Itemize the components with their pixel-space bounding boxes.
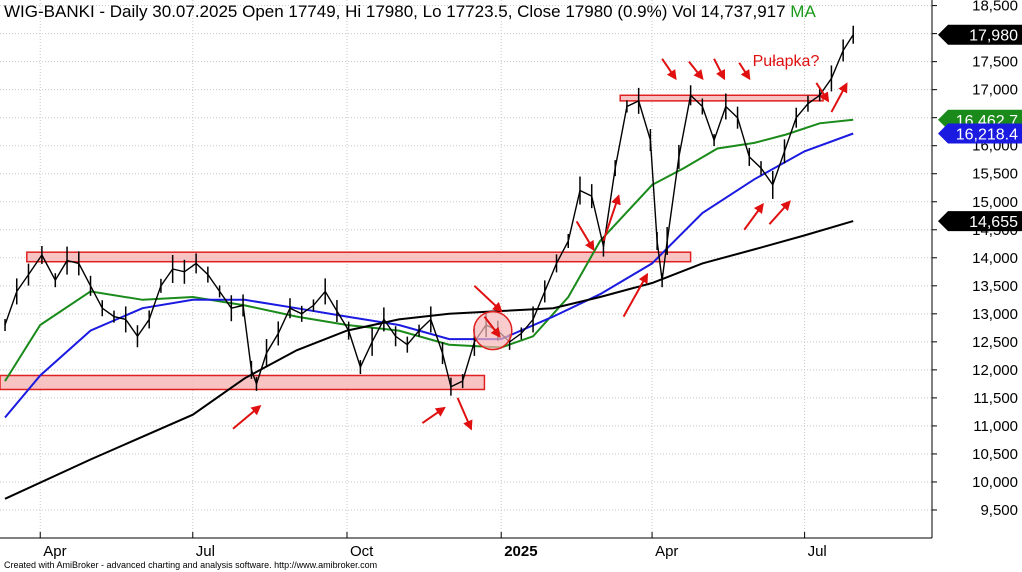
y-tick-label: 15,000 — [972, 194, 1018, 211]
x-tick-label: Apr — [655, 543, 678, 560]
y-tick-label: 10,000 — [972, 474, 1018, 491]
value-tag — [938, 211, 1022, 232]
annotation-arrow — [575, 220, 595, 252]
x-tick-label: Jul — [808, 543, 827, 560]
value-tag-label: 17,980 — [969, 28, 1018, 45]
annotation-arrow — [768, 200, 791, 225]
x-tick-label: 2025 — [504, 543, 537, 560]
value-tag-label: 14,655 — [969, 214, 1018, 231]
y-tick-label: 15,500 — [972, 166, 1018, 183]
value-tag — [938, 123, 1022, 144]
y-tick-label: 10,500 — [972, 446, 1018, 463]
annotation-arrow — [456, 397, 473, 431]
x-tick-label: Jul — [196, 543, 215, 560]
annotation-arrow — [622, 272, 649, 318]
y-tick-label: 12,500 — [972, 334, 1018, 351]
y-tick-label: 11,500 — [973, 390, 1018, 407]
annotation-arrow — [232, 405, 262, 430]
price-line — [4, 34, 854, 388]
x-tick-label: Oct — [350, 543, 374, 560]
y-tick-label: 13,500 — [972, 278, 1018, 295]
annotation-arrow — [713, 58, 726, 81]
annotation-arrow — [743, 202, 764, 231]
annotation-label: Pułapka? — [753, 53, 820, 70]
support-zone — [619, 94, 824, 102]
annotation-arrow — [473, 285, 503, 313]
annotation-arrow — [421, 406, 446, 424]
annotation-arrow — [815, 82, 830, 103]
footer-credit: Created with AmiBroker - advanced charti… — [4, 560, 378, 570]
y-tick-label: 13,000 — [972, 306, 1018, 323]
chart-header: WIG-BANKI - Daily 30.07.2025 Open 17749,… — [4, 2, 816, 22]
annotation-arrow — [602, 194, 621, 242]
support-zone — [0, 374, 486, 391]
y-tick-label: 14,000 — [972, 250, 1018, 267]
value-tag-label: 16,218.4 — [956, 126, 1018, 143]
x-tick-label: Apr — [43, 543, 66, 560]
chart-title: WIG-BANKI - Daily 30.07.2025 Open 17749,… — [4, 2, 786, 21]
annotation-arrow — [688, 61, 704, 81]
annotation-arrow — [483, 316, 501, 338]
y-tick-label: 11,000 — [973, 418, 1018, 435]
y-tick-label: 12,000 — [972, 362, 1018, 379]
annotation-arrow — [830, 82, 848, 113]
ma-mid-line — [4, 132, 854, 419]
annotation-arrow — [738, 62, 751, 81]
support-zone — [26, 251, 692, 263]
ma-long-line — [4, 220, 854, 500]
y-tick-label: 9,500 — [980, 502, 1018, 519]
annotation-arrow — [661, 58, 677, 81]
breakout-circle — [473, 310, 513, 351]
ma-legend-label: MA — [790, 2, 816, 21]
y-tick-label: 18,500 — [972, 0, 1018, 15]
y-tick-label: 17,500 — [972, 54, 1018, 71]
y-tick-label: 17,000 — [972, 82, 1018, 99]
value-tag — [938, 24, 1022, 45]
